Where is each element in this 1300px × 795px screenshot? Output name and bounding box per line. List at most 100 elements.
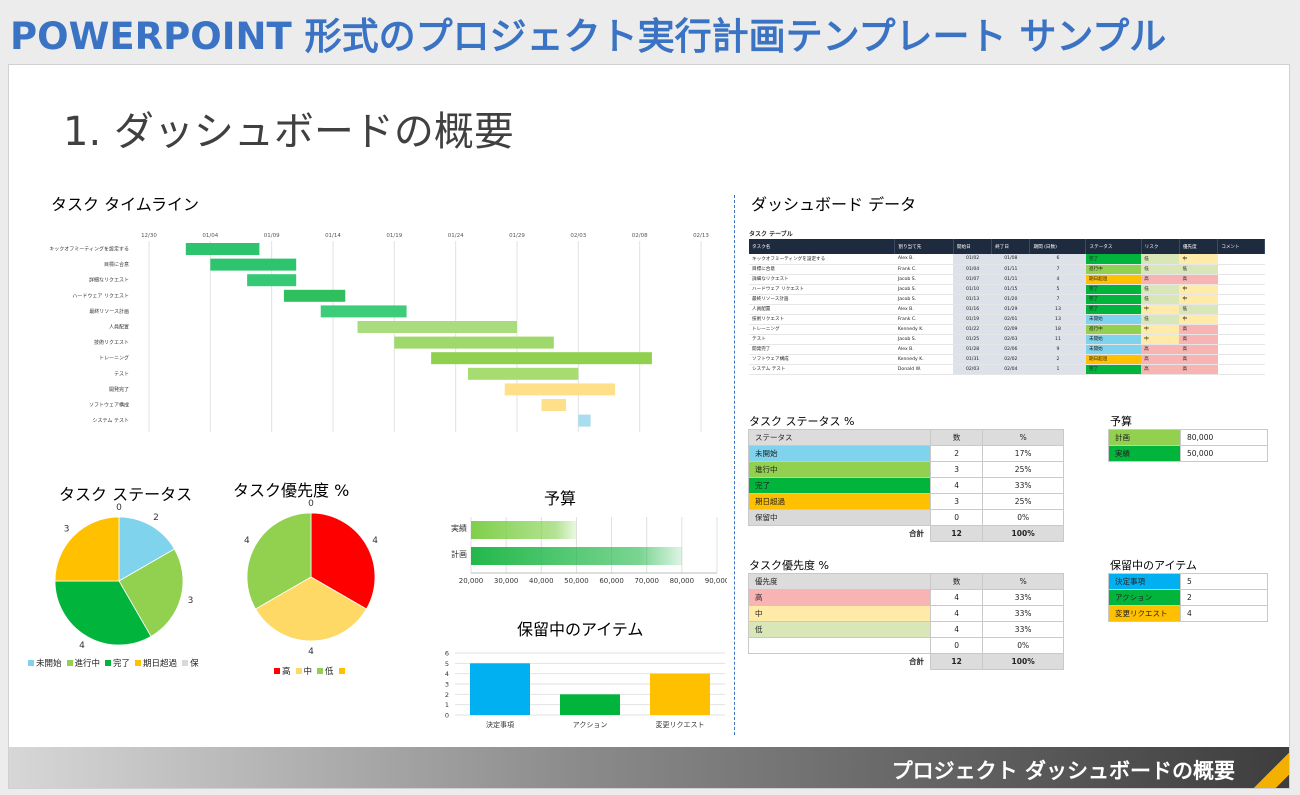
gantt-bar: [467, 367, 579, 380]
legend-swatch: [182, 660, 189, 666]
task-table-cell: 02/04: [991, 364, 1030, 375]
task-table-cell: 高: [1179, 324, 1218, 335]
budget-tick-label: 40,000: [529, 577, 554, 585]
pending-category-label: アクション: [573, 721, 608, 729]
table-header-row: ステータス数%: [748, 429, 1064, 446]
legend-item: 低: [312, 667, 334, 677]
budget-tick-label: 60,000: [599, 577, 624, 585]
table-row: 未開始 2 17%: [748, 445, 1064, 462]
task-table-cell: トレーニング: [749, 324, 895, 335]
task-table-cell: 高: [1141, 344, 1180, 355]
budget-bar-chart: 20,000 30,000 40,000 50,000 60,000 70,000 80,0…: [451, 517, 727, 585]
task-table-row: 技術リクエスト Frank C. 01/19 02/01 13 未開始低中: [749, 314, 1265, 325]
task-table-cell: [1217, 344, 1265, 355]
task-table-cell: 中: [1179, 314, 1218, 325]
task-table-cell: 開発完了: [749, 344, 895, 355]
pending-tick-label: 3: [445, 681, 449, 689]
gantt-bar: [247, 274, 297, 287]
task-table-cell: 01/19: [953, 314, 992, 325]
table-header-cell: 数: [929, 429, 984, 446]
table-percent-cell: 25%: [982, 493, 1064, 510]
task-table-cell: [1217, 364, 1265, 375]
legend-swatch: [274, 668, 280, 674]
task-table-cell: 低: [1141, 284, 1180, 295]
table-label-cell: 未開始: [748, 445, 931, 462]
task-table-cell: 01/13: [953, 294, 992, 305]
legend-swatch: [295, 668, 302, 674]
budget-value-cell: 50,000: [1180, 445, 1268, 462]
task-table-row: 詳細なリクエスト Jacob S. 01/07 01/11 4 期日超過高高: [749, 274, 1265, 285]
task-table-cell: 01/08: [991, 254, 1030, 265]
task-table-cell: Frank C.: [894, 264, 954, 275]
legend-item: 中: [291, 667, 312, 677]
task-table-cell: 01/10: [953, 284, 992, 295]
pending-category-label: 変更リクエスト: [656, 720, 705, 729]
budget-table: 計画 80,000 実績 50,000: [1108, 429, 1268, 462]
task-table-cell: 02/03: [991, 334, 1030, 345]
table-percent-cell: 33%: [982, 477, 1064, 494]
task-table-cell: 中: [1141, 324, 1180, 335]
gantt-task-label: トレーニング: [99, 355, 129, 362]
task-table-header-cell: コメント: [1217, 239, 1265, 254]
task-table-cell: Kennedy K.: [894, 324, 954, 335]
pending-tick-label: 4: [445, 670, 449, 678]
table-row: 高 4 33%: [748, 589, 1064, 606]
task-table-cell: 01/15: [991, 284, 1030, 295]
task-table-cell: 2: [1029, 354, 1086, 365]
gantt-task-label: 詳細なリクエスト: [89, 277, 129, 284]
task-table-cell: 18: [1029, 324, 1086, 335]
task-table-cell: Alex B.: [894, 304, 954, 315]
pie-slice: [118, 548, 184, 637]
task-table-cell: 低: [1179, 264, 1218, 275]
gantt-bar: [283, 289, 346, 302]
task-table-cell: [1217, 254, 1265, 265]
table-count-cell: 4: [929, 477, 984, 494]
timeline-title: タスク タイムライン: [51, 195, 199, 214]
status-table-title: タスク ステータス %: [749, 415, 855, 428]
task-table-header-cell: 期間 (日数): [1029, 239, 1087, 254]
gantt-tick-label: 01/19: [386, 233, 402, 239]
pending-bar-chart: 0 1 2 3 4 5 6 決定事項 アクション 変更リクエスト: [445, 650, 725, 729]
task-table-cell: 7: [1029, 264, 1086, 275]
gantt-tick-label: 01/09: [264, 233, 280, 239]
task-table-cell: 進行中: [1085, 324, 1142, 335]
task-table-cell: 7: [1029, 294, 1086, 305]
table-count-cell: 4: [929, 589, 984, 606]
page-title: POWERPOINT 形式のプロジェクト実行計画テンプレート サンプル: [10, 15, 1167, 58]
pie-slice: [54, 516, 120, 582]
task-table-cell: 低: [1141, 294, 1180, 305]
legend-item: 未開始: [23, 659, 62, 669]
footer-accent-stripe: [1247, 747, 1289, 788]
task-table-cell: 技術リクエスト: [749, 314, 895, 325]
task-table-cell: Kennedy K.: [894, 354, 954, 365]
pending-value-cell: 4: [1180, 605, 1268, 622]
priority-pie-chart: 4 4 4 0: [244, 499, 378, 657]
task-table-cell: 完了: [1085, 364, 1142, 375]
pie-data-label: 3: [64, 525, 70, 535]
pending-table-title: 保留中のアイテム: [1110, 559, 1197, 572]
legend-swatch: [66, 660, 73, 666]
table-percent-cell: 33%: [982, 589, 1064, 606]
dashboard-data-title: ダッシュボード データ: [751, 195, 917, 214]
table-label-cell: 期日超過: [748, 493, 931, 510]
task-table-cell: 01/11: [991, 264, 1030, 275]
gantt-tick-label: 01/04: [202, 233, 218, 239]
task-table-cell: Alex B.: [894, 254, 954, 265]
task-table-cell: Jacob S.: [894, 274, 954, 285]
gantt-bar: [541, 399, 567, 411]
task-table-cell: Alex B.: [894, 344, 954, 355]
task-table-cell: [1217, 304, 1265, 315]
task-table-cell: 期日超過: [1085, 274, 1142, 285]
task-table-cell: テスト: [749, 334, 895, 345]
footer-bar: プロジェクト ダッシュボードの概要: [9, 747, 1289, 788]
task-table-cell: 13: [1029, 314, 1086, 325]
priority-table: 優先度数% 高 4 33% 中 4 33% 低 4 33% 0 0% 合計 12 100%: [748, 573, 1064, 670]
pie-slice: [118, 516, 175, 582]
task-table-row: ハードウェア リクエスト Jacob S. 01/10 01/15 5 完了低中: [749, 284, 1265, 295]
gantt-bar: [578, 414, 591, 427]
pending-tick-label: 6: [445, 650, 449, 658]
gantt-task-label: 人員配置: [109, 325, 129, 331]
budget-category-label: 計画: [451, 549, 467, 559]
pie-data-label: 4: [79, 641, 85, 651]
task-table-cell: [1217, 284, 1265, 295]
